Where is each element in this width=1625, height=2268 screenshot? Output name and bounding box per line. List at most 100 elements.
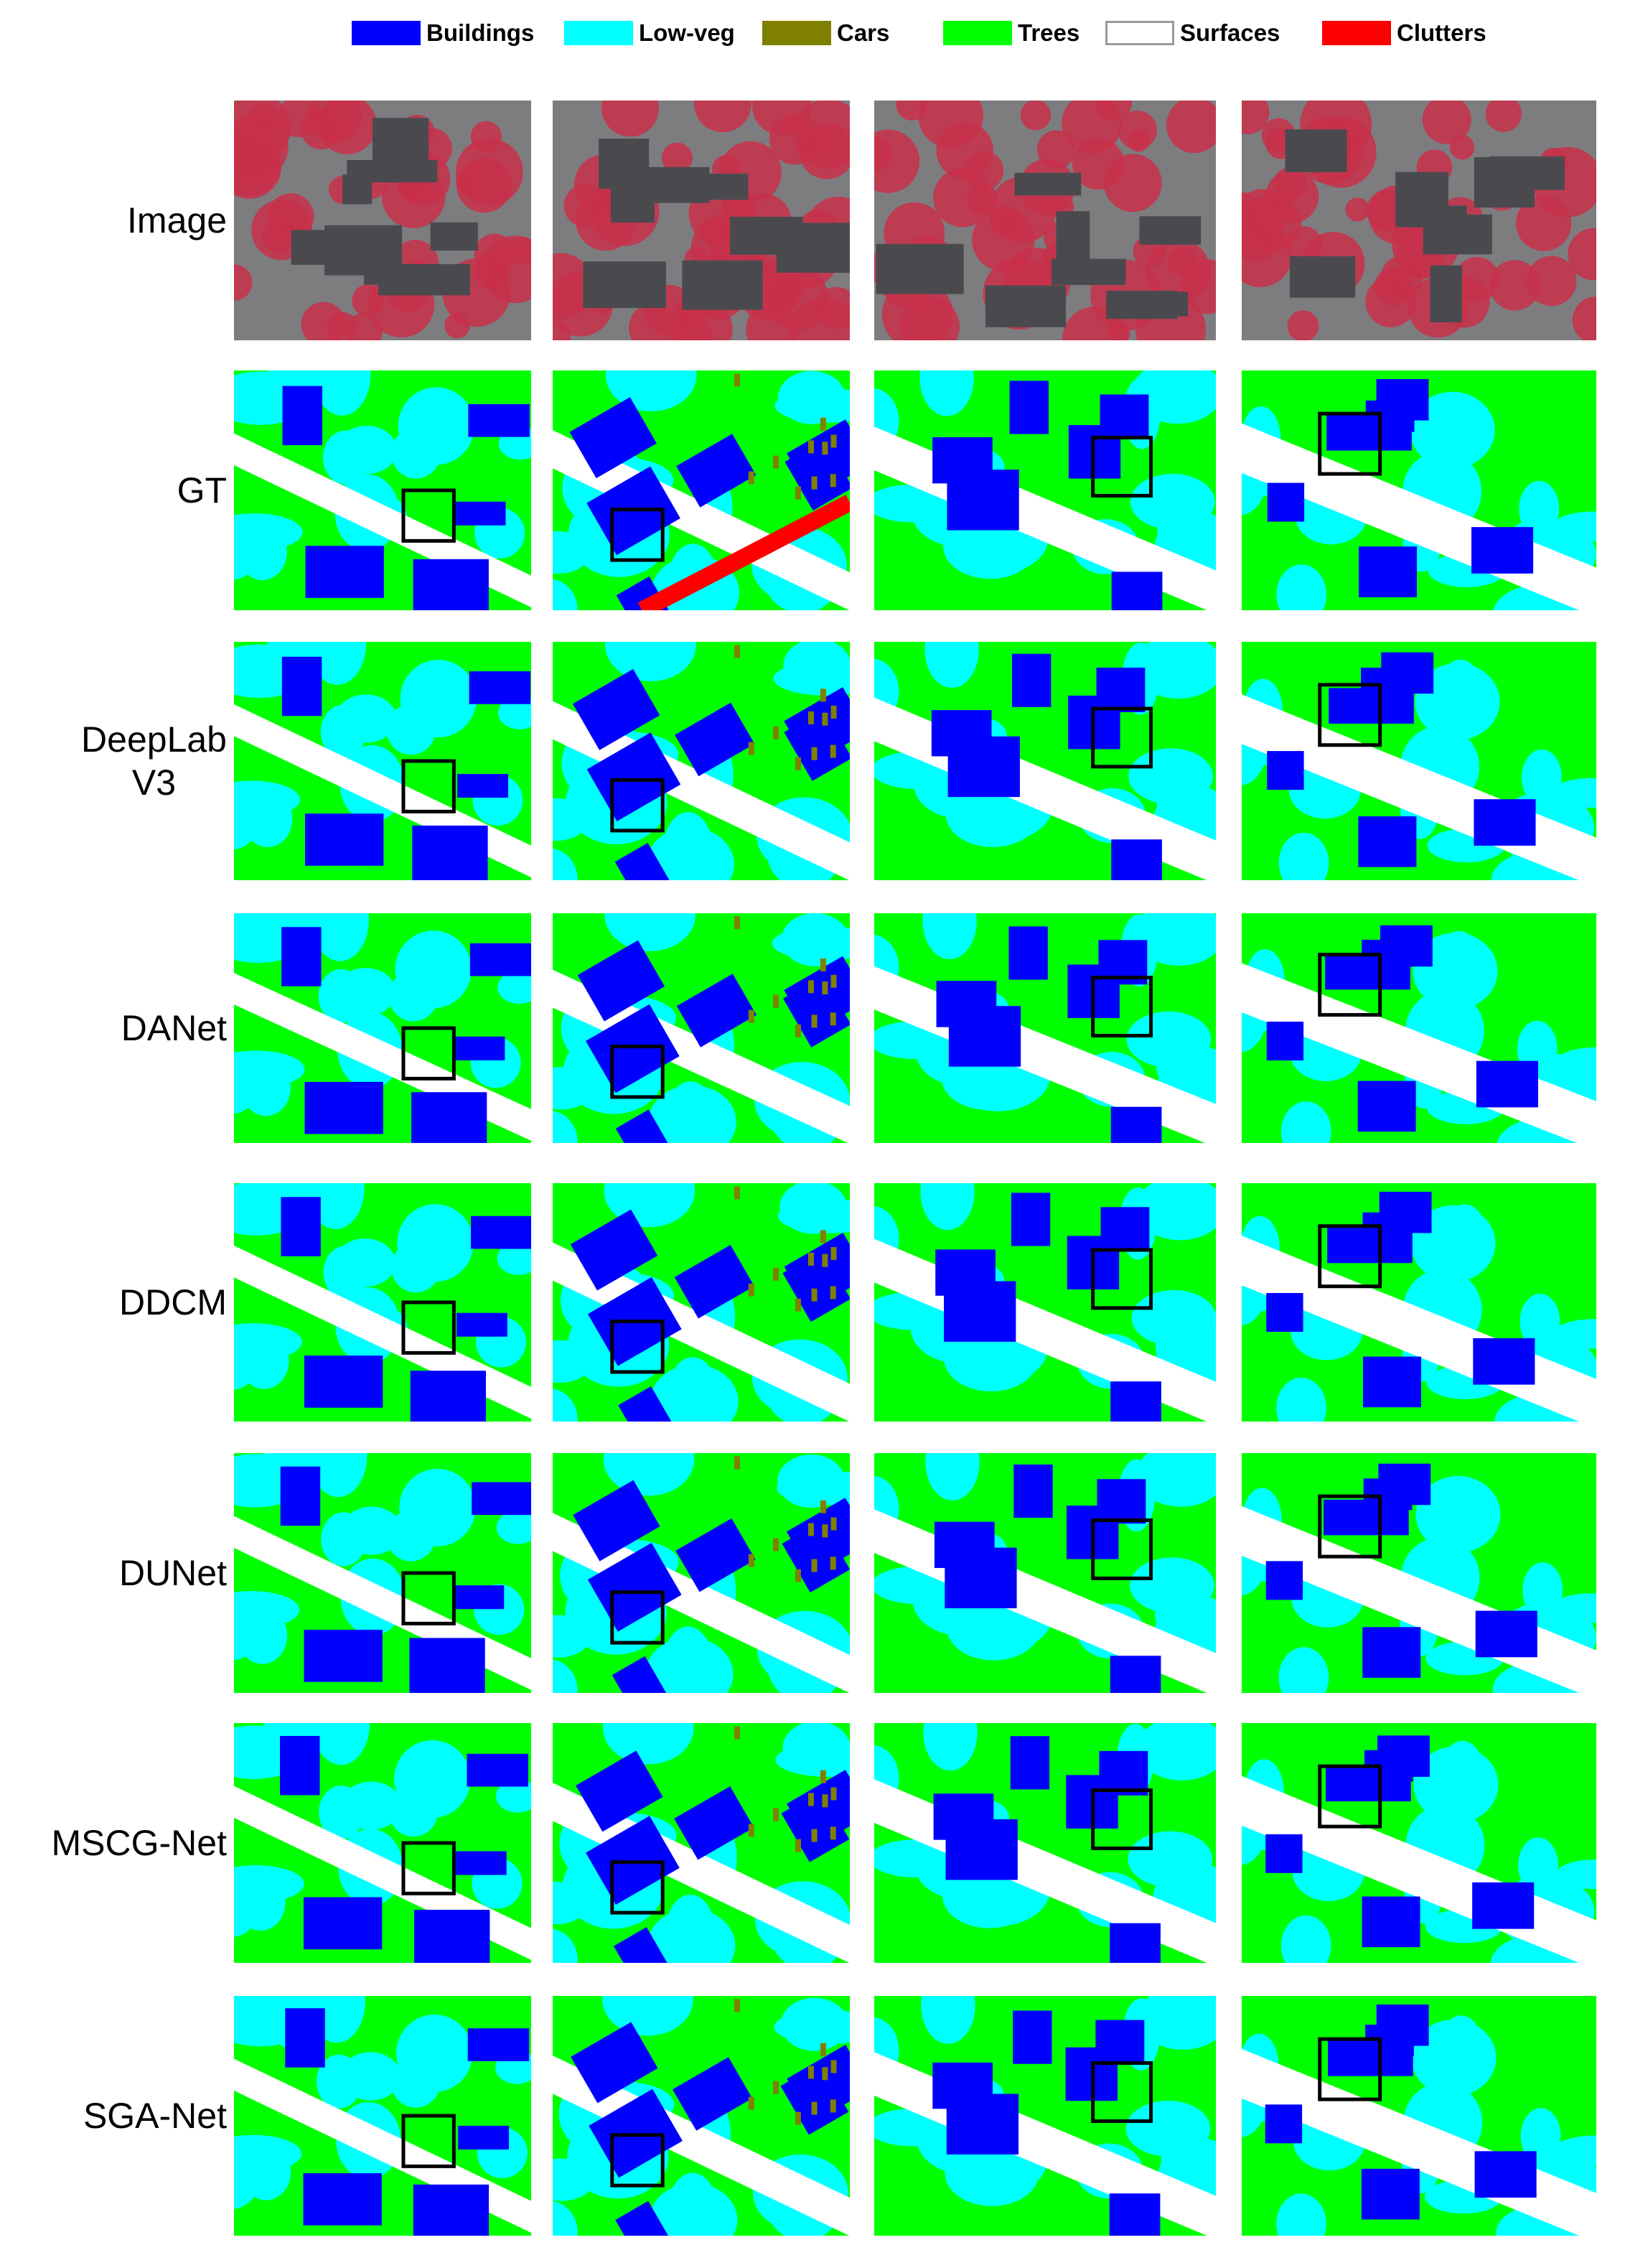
seg-building (1097, 1479, 1146, 1524)
seg-car (795, 1569, 801, 1582)
seg-lowveg (1138, 1996, 1216, 2050)
seg-road (874, 1779, 1216, 1963)
seg-building (787, 419, 850, 498)
seg-building (458, 2125, 510, 2150)
seg-road (1242, 694, 1596, 880)
seg-lowveg (1415, 1475, 1501, 1553)
panel-image (234, 101, 531, 340)
row-label-text: SGA-Net (83, 2096, 227, 2136)
seg-road (234, 704, 531, 878)
seg-building (455, 1851, 507, 1875)
seg-lowveg (1410, 391, 1495, 469)
seg-building (1012, 653, 1052, 707)
photo-roof (1285, 129, 1347, 172)
seg-building (586, 732, 681, 821)
seg-car (807, 980, 814, 994)
seg-building (1362, 1627, 1421, 1678)
seg-building (672, 2057, 753, 2131)
highlight-box (1318, 1764, 1382, 1829)
seg-lowveg (309, 642, 367, 685)
seg-car (807, 440, 814, 454)
seg-car (830, 745, 836, 758)
seg-lowveg (922, 913, 977, 960)
row-label: GT (177, 469, 227, 512)
panel-image (553, 1723, 850, 1963)
highlight-box (610, 2133, 665, 2188)
seg-building (281, 1197, 321, 1256)
legend-swatch (943, 21, 1012, 45)
seg-car (830, 1246, 837, 1260)
seg-road (553, 1513, 850, 1693)
highlight-box (610, 1590, 665, 1645)
seg-lowveg (312, 1723, 370, 1765)
panel-image (553, 1183, 850, 1422)
seg-road (234, 1516, 531, 1690)
seg-building (454, 1036, 505, 1060)
seg-building (414, 1910, 490, 1963)
seg-building (613, 1927, 670, 1963)
seg-lowveg (604, 913, 696, 951)
seg-building (1357, 1081, 1416, 1132)
seg-building (1110, 1656, 1161, 1693)
seg-car (772, 726, 779, 739)
seg-building (467, 2028, 530, 2061)
seg-car (795, 1298, 801, 1312)
panel-image (1242, 370, 1596, 610)
photo-tree (234, 134, 282, 199)
seg-lowveg (1156, 772, 1205, 830)
seg-building (304, 1630, 383, 1682)
seg-lowveg (1278, 832, 1329, 880)
seg-car (795, 2111, 801, 2125)
seg-building (410, 1371, 487, 1422)
seg-car (748, 2096, 754, 2110)
seg-lowveg (336, 426, 398, 475)
seg-building (1096, 667, 1146, 712)
seg-car (811, 2101, 818, 2115)
panel-image (874, 1996, 1216, 2236)
seg-road (1242, 1506, 1596, 1693)
seg-building (614, 842, 672, 880)
photo-roof (1014, 172, 1082, 196)
panel-image (874, 1183, 1216, 1422)
seg-lowveg (340, 1781, 402, 1830)
photo-roof (324, 225, 403, 276)
seg-lowveg (1415, 663, 1500, 740)
photo-tree (881, 279, 953, 340)
seg-building (456, 1312, 507, 1337)
seg-building (784, 1233, 850, 1311)
seg-building (467, 1753, 528, 1787)
photo-roof (1289, 256, 1356, 298)
panel-image (1242, 101, 1596, 340)
seg-building (304, 1355, 383, 1408)
seg-road (553, 701, 850, 880)
seg-lowveg (553, 849, 578, 880)
seg-building (570, 1209, 658, 1291)
highlight-box (610, 778, 665, 833)
photo-tree (628, 304, 678, 340)
seg-lowveg (311, 913, 369, 961)
seg-building (1365, 400, 1415, 432)
panel-image (553, 370, 850, 610)
seg-car (748, 1554, 754, 1567)
seg-lowveg (1135, 1453, 1216, 1507)
seg-building (413, 2184, 490, 2236)
seg-lowveg (390, 2057, 441, 2108)
legend-swatch (1322, 21, 1391, 45)
seg-car (820, 2043, 826, 2056)
seg-car (811, 747, 818, 760)
seg-road (874, 966, 1216, 1143)
seg-building (1362, 1896, 1420, 1948)
seg-lowveg (605, 642, 696, 682)
seg-building (1095, 2020, 1145, 2065)
seg-building (304, 813, 384, 866)
photo-tree (918, 101, 983, 149)
highlight-box (401, 1300, 456, 1355)
seg-lowveg (1156, 1035, 1204, 1093)
highlight-box (1091, 1788, 1153, 1850)
highlight-box (610, 508, 665, 562)
seg-building (1265, 1834, 1303, 1873)
photo-tree (509, 236, 531, 265)
seg-lowveg (775, 1742, 850, 1777)
seg-building (1008, 926, 1048, 980)
